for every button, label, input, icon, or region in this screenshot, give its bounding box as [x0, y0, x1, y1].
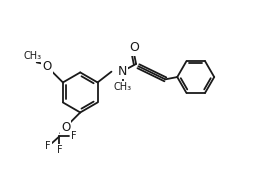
Text: F: F: [45, 141, 51, 151]
Text: F: F: [57, 145, 62, 155]
Text: F: F: [70, 131, 76, 141]
Text: CH₃: CH₃: [113, 82, 131, 92]
Text: O: O: [61, 121, 70, 134]
Text: O: O: [42, 60, 51, 73]
Text: O: O: [129, 41, 139, 54]
Text: CH₃: CH₃: [24, 51, 42, 61]
Text: CH₃: CH₃: [114, 82, 132, 92]
Text: N: N: [117, 65, 127, 78]
